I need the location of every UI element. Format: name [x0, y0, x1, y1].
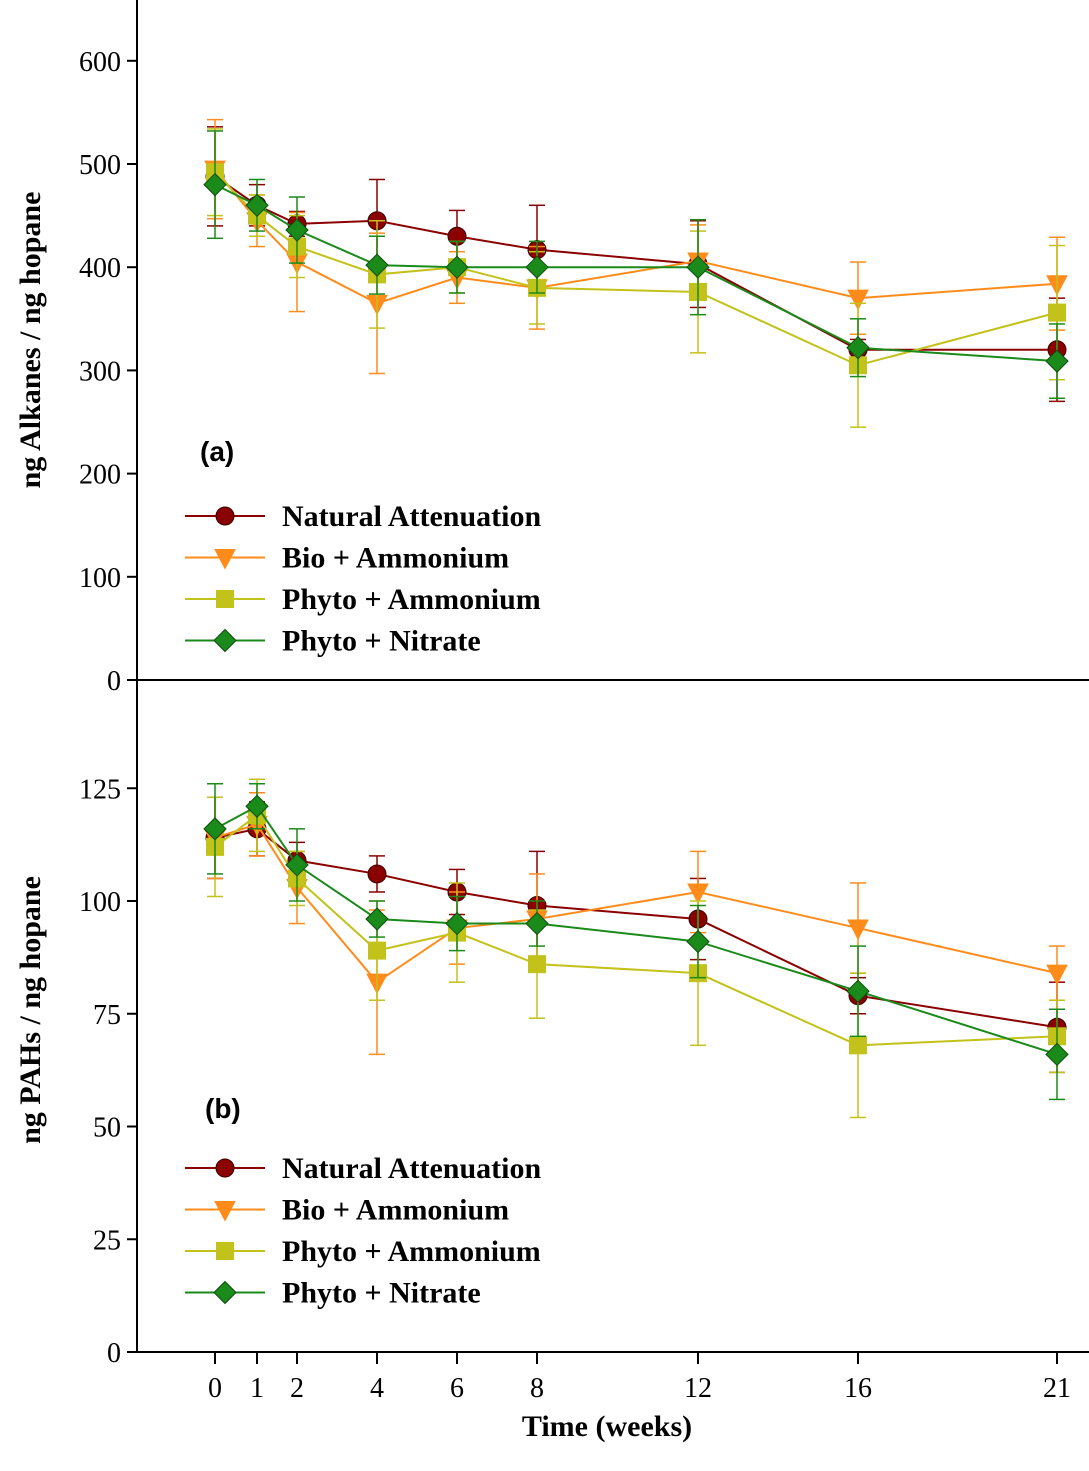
data-point	[686, 255, 710, 279]
legend-marker	[215, 1158, 235, 1178]
y-tick-label: 50	[93, 1113, 121, 1144]
y-tick-label: 0	[107, 1338, 121, 1369]
data-point	[285, 218, 309, 242]
y-tick-label: 125	[79, 774, 121, 805]
data-point	[525, 255, 549, 279]
y-tick-label: 300	[79, 356, 121, 387]
y-tick-label: 25	[93, 1225, 121, 1256]
data-point	[528, 955, 546, 974]
legend: Natural Attenuation Bio + Ammonium Phyto +…	[185, 1152, 541, 1310]
y-tick-label: 400	[79, 253, 121, 284]
legend-label: Bio + Ammonium	[282, 1194, 509, 1227]
series-phyto-ammonium	[206, 778, 1066, 1119]
panel-a: 0 100 200 300 400 500 600 ng Alkanes / ng hopan…	[14, 0, 1089, 697]
legend-label: Natural Attenuation	[282, 1152, 541, 1185]
legend-label: Natural Attenuation	[282, 500, 541, 533]
panel-label: (b)	[205, 1093, 241, 1124]
x-tick-label: 0	[208, 1373, 222, 1404]
data-point	[445, 255, 469, 279]
data-point	[846, 335, 870, 360]
data-point	[686, 929, 710, 954]
y-tick-label: 100	[79, 563, 121, 594]
x-tick-label: 6	[450, 1373, 464, 1404]
series-line	[214, 823, 1058, 984]
y-axis-title: ng Alkanes / ng hopane	[14, 192, 47, 489]
x-tick-label: 12	[684, 1373, 712, 1404]
data-point	[368, 941, 386, 960]
series-line	[214, 813, 1058, 1047]
x-tick-label: 8	[530, 1373, 544, 1404]
legend-label: Phyto + Nitrate	[282, 625, 481, 658]
data-point	[1045, 349, 1069, 373]
series-bio-ammonium	[204, 792, 1068, 1056]
data-point	[285, 853, 309, 877]
y-tick-label: 600	[79, 47, 121, 78]
data-point	[1045, 1042, 1069, 1067]
data-point	[847, 289, 869, 311]
series-phyto-ammonium	[206, 128, 1066, 428]
data-point	[365, 907, 389, 931]
x-tick-label: 21	[1043, 1373, 1071, 1404]
legend-label: Phyto + Ammonium	[282, 583, 541, 616]
data-point	[1048, 303, 1066, 322]
data-point	[687, 883, 709, 905]
data-point	[847, 919, 869, 941]
legend-marker	[213, 628, 237, 653]
y-tick-label: 500	[79, 150, 121, 181]
series-phyto-nitrate	[203, 782, 1069, 1101]
y-axis-title: ng PAHs / ng hopane	[14, 876, 47, 1144]
legend-marker	[214, 549, 236, 570]
x-tick-label: 16	[844, 1373, 872, 1404]
series-line	[214, 175, 1057, 351]
series-line	[214, 804, 1058, 1056]
legend-marker	[215, 506, 235, 526]
data-point	[445, 911, 469, 936]
data-point	[245, 193, 269, 217]
x-tick-label: 1	[250, 1373, 264, 1404]
series-line	[214, 171, 1058, 367]
x-tick-label: 4	[370, 1373, 384, 1404]
data-point	[203, 817, 227, 841]
y-tick-label: 0	[107, 666, 121, 697]
data-point	[367, 864, 387, 884]
data-point	[1046, 964, 1068, 986]
legend-label: Bio + Ammonium	[282, 542, 509, 575]
series-line	[214, 827, 1058, 1029]
legend-label: Phyto + Ammonium	[282, 1235, 541, 1268]
series-line	[214, 168, 1058, 305]
data-point	[846, 979, 870, 1003]
legend-label: Phyto + Nitrate	[282, 1277, 481, 1310]
data-point	[245, 794, 269, 818]
y-tick-label: 100	[79, 887, 121, 918]
x-axis-title: Time (weeks)	[522, 1410, 692, 1443]
panel-label: (a)	[200, 436, 234, 467]
data-point	[525, 911, 549, 936]
y-tick-label: 75	[93, 1000, 121, 1031]
series-phyto-nitrate	[203, 130, 1069, 400]
legend-marker	[214, 1201, 236, 1222]
data-point	[203, 172, 227, 197]
data-point	[365, 253, 389, 277]
legend-marker	[216, 590, 234, 608]
legend: Natural Attenuation Bio + Ammonium Phyto +…	[185, 500, 541, 658]
series-natural-attenuation	[205, 126, 1067, 403]
legend-marker	[216, 1242, 234, 1260]
series-line	[214, 183, 1058, 363]
y-tick-label: 200	[79, 460, 121, 491]
legend-marker	[213, 1280, 237, 1305]
data-point	[849, 1036, 867, 1055]
x-tick-label: 2	[290, 1373, 304, 1404]
